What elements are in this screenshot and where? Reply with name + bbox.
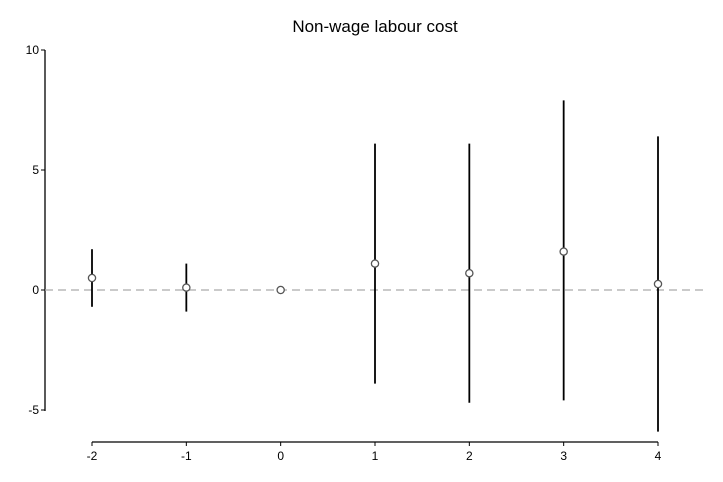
y-tick-label: -5 <box>28 403 39 417</box>
point-marker <box>182 283 191 292</box>
x-tick-label: -2 <box>87 449 98 463</box>
x-tick-label: 3 <box>560 449 567 463</box>
point-marker <box>465 268 474 278</box>
point-marker <box>559 247 568 256</box>
point-marker-group <box>87 247 663 295</box>
chart-title: Non-wage labour cost <box>292 17 458 36</box>
x-tick-label: 2 <box>466 449 473 463</box>
y-tick-label: 5 <box>32 163 39 177</box>
y-tick-label: 0 <box>32 283 39 297</box>
point-marker <box>370 259 380 268</box>
x-tick-label: 0 <box>277 449 284 463</box>
x-tick-label: 4 <box>655 449 662 463</box>
point-marker <box>653 279 663 289</box>
point-marker <box>276 285 285 295</box>
x-tick-label: 1 <box>372 449 379 463</box>
point-marker <box>87 273 97 283</box>
x-tick-group: -2 -1 0 1 2 3 4 <box>87 442 662 463</box>
y-tick-label: 10 <box>26 43 40 57</box>
x-tick-label: -1 <box>181 449 192 463</box>
y-tick-group: 10 5 0 -5 <box>26 43 45 417</box>
